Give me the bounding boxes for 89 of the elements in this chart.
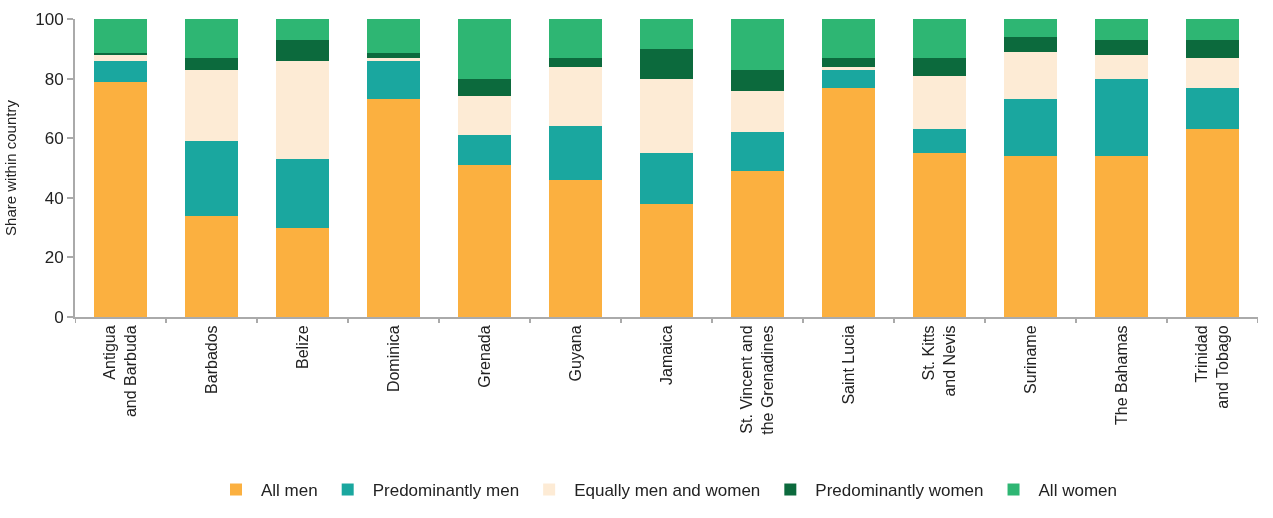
bar — [94, 81, 147, 317]
bar — [1004, 99, 1057, 157]
bar — [640, 78, 693, 154]
bar — [731, 132, 784, 171]
bar — [913, 19, 966, 58]
bar — [640, 153, 693, 204]
bar — [1004, 19, 1057, 37]
bar — [549, 66, 602, 127]
x-tick-label: Suriname — [1021, 325, 1039, 394]
x-tick-label: Antigua and Barbuda — [101, 325, 140, 418]
bar — [367, 53, 420, 58]
bar — [458, 78, 511, 97]
x-tick-label: Barbados — [202, 325, 220, 394]
x-tick-label: Grenada — [475, 325, 493, 388]
bar — [94, 19, 147, 54]
bar — [367, 60, 420, 100]
bar — [185, 69, 238, 142]
x-tick-label: Jamaica — [657, 325, 675, 385]
bar — [276, 159, 329, 228]
bar — [1095, 39, 1148, 55]
bar — [276, 60, 329, 160]
bar — [1004, 156, 1057, 317]
bar — [913, 75, 966, 130]
bar — [731, 69, 784, 91]
x-tick-label: Trinidad and Tobago — [1193, 325, 1232, 409]
bar — [458, 135, 511, 166]
bar — [549, 179, 602, 317]
bar — [731, 170, 784, 317]
bar — [458, 165, 511, 317]
bar — [1186, 57, 1239, 88]
bar — [1186, 19, 1239, 40]
x-tick-label: Saint Lucia — [839, 325, 857, 405]
bar — [1004, 51, 1057, 100]
bar — [822, 57, 875, 67]
y-tick-label: 100 — [35, 9, 64, 29]
legend-label: Predominantly men — [372, 481, 520, 501]
bar — [1095, 78, 1148, 157]
y-axis-title: Share within country — [1, 99, 19, 236]
bar — [185, 141, 238, 216]
y-tick-label: 0 — [54, 307, 64, 327]
x-tick-label: The Bahamas — [1112, 325, 1130, 426]
legend-label: All men — [261, 481, 318, 501]
bar — [913, 153, 966, 317]
bar — [1095, 19, 1148, 40]
bar — [913, 57, 966, 76]
bar — [549, 57, 602, 67]
x-tick-label: St. Vincent and the Grenadines — [738, 325, 777, 435]
bar — [822, 69, 875, 88]
bar — [549, 126, 602, 180]
bar — [640, 48, 693, 79]
x-tick-label: Guyana — [566, 325, 584, 382]
bar — [731, 90, 784, 133]
bar — [94, 60, 147, 82]
bar — [1186, 129, 1239, 317]
bar — [458, 96, 511, 136]
bar — [640, 203, 693, 317]
bar — [1004, 36, 1057, 52]
x-tick-label: Belize — [293, 325, 311, 369]
legend-label: Predominantly women — [815, 481, 984, 501]
bar — [276, 227, 329, 317]
bar — [185, 57, 238, 70]
bar — [185, 215, 238, 317]
bar — [94, 54, 147, 61]
x-tick-label: Dominica — [384, 325, 402, 393]
bar — [276, 19, 329, 40]
y-tick-label: 20 — [44, 248, 64, 268]
bar — [367, 99, 420, 317]
y-tick-label: 80 — [44, 69, 64, 89]
bar — [1186, 87, 1239, 130]
bar — [1095, 156, 1148, 317]
bar — [549, 19, 602, 58]
bar — [1186, 39, 1239, 58]
y-tick-label: 60 — [44, 129, 64, 149]
bar — [822, 66, 875, 70]
bar — [913, 129, 966, 154]
bar — [822, 87, 875, 317]
bar — [276, 39, 329, 61]
bar — [640, 19, 693, 49]
bar — [1095, 54, 1148, 79]
bar — [458, 19, 511, 79]
bar — [367, 19, 420, 54]
legend-label: Equally men and women — [574, 481, 761, 501]
bar — [367, 57, 420, 61]
bar — [731, 19, 784, 70]
legend-label: All women — [1038, 481, 1117, 501]
y-tick-label: 40 — [44, 188, 64, 208]
bar — [185, 19, 238, 58]
bar — [822, 19, 875, 58]
x-tick-label: St. Kitts and Nevis — [920, 325, 959, 397]
